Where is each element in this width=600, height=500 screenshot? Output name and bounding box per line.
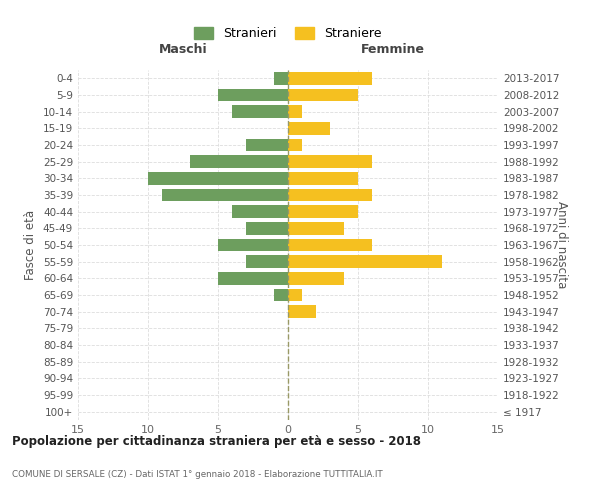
Bar <box>288 72 372 85</box>
Bar <box>274 289 288 301</box>
Bar <box>288 256 442 268</box>
Bar <box>218 239 288 251</box>
Bar <box>288 156 372 168</box>
Bar <box>288 306 316 318</box>
Bar <box>162 188 288 201</box>
Text: Maschi: Maschi <box>158 43 208 56</box>
Bar <box>288 106 302 118</box>
Bar <box>218 89 288 101</box>
Bar <box>246 138 288 151</box>
Bar <box>288 206 358 218</box>
Bar <box>288 122 330 134</box>
Y-axis label: Fasce di età: Fasce di età <box>25 210 37 280</box>
Bar <box>288 289 302 301</box>
Bar <box>288 172 358 184</box>
Bar <box>288 239 372 251</box>
Text: Femmine: Femmine <box>361 43 425 56</box>
Y-axis label: Anni di nascita: Anni di nascita <box>555 202 568 288</box>
Bar <box>190 156 288 168</box>
Legend: Stranieri, Straniere: Stranieri, Straniere <box>194 28 382 40</box>
Text: COMUNE DI SERSALE (CZ) - Dati ISTAT 1° gennaio 2018 - Elaborazione TUTTITALIA.IT: COMUNE DI SERSALE (CZ) - Dati ISTAT 1° g… <box>12 470 383 479</box>
Bar <box>288 272 344 284</box>
Bar <box>232 206 288 218</box>
Bar <box>148 172 288 184</box>
Bar <box>246 222 288 234</box>
Bar <box>218 272 288 284</box>
Bar <box>274 72 288 85</box>
Bar <box>288 188 372 201</box>
Bar <box>246 256 288 268</box>
Bar <box>288 138 302 151</box>
Bar <box>232 106 288 118</box>
Text: Popolazione per cittadinanza straniera per età e sesso - 2018: Popolazione per cittadinanza straniera p… <box>12 435 421 448</box>
Bar <box>288 222 344 234</box>
Bar <box>288 89 358 101</box>
